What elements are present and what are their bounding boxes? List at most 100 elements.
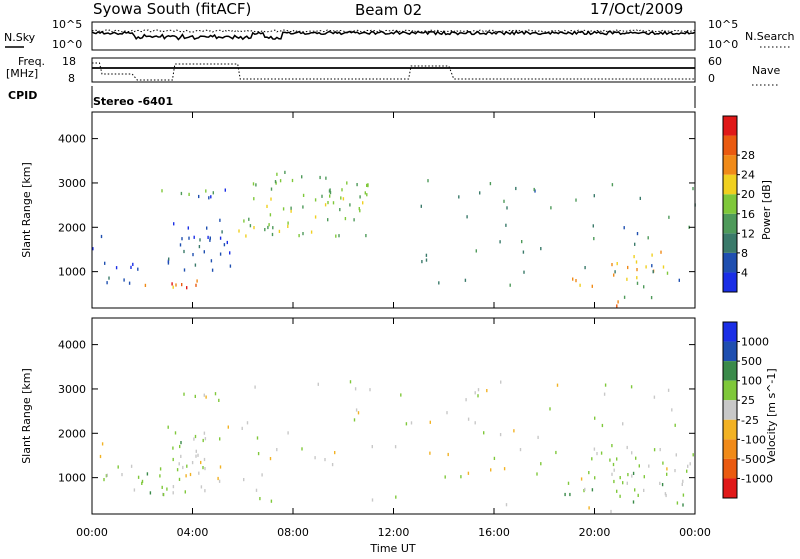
colorbar-swatch	[723, 252, 737, 273]
range-cell	[611, 444, 613, 448]
colorbar-swatch	[723, 213, 737, 234]
range-cell	[591, 457, 593, 461]
range-cell	[332, 201, 335, 205]
range-cell	[464, 278, 467, 282]
range-cell	[209, 236, 211, 240]
range-cell	[639, 196, 641, 200]
range-cell	[268, 223, 270, 227]
range-cell	[613, 479, 615, 484]
range-cell	[255, 183, 257, 187]
range-cell	[692, 453, 694, 457]
range-cell	[604, 383, 607, 387]
range-cell	[591, 488, 594, 492]
range-cell	[168, 257, 170, 261]
range-cell	[141, 479, 144, 483]
range-cell	[394, 445, 397, 449]
range-cell	[653, 448, 656, 452]
range-cell	[243, 219, 245, 223]
power-colorbar-label: Power [dB]	[760, 180, 773, 240]
range-cell	[335, 234, 337, 238]
range-cell	[594, 476, 596, 480]
range-cell	[200, 485, 203, 489]
range-cell	[221, 230, 223, 234]
range-cell	[612, 462, 615, 467]
range-cell	[584, 487, 586, 491]
range-cell	[489, 182, 492, 186]
range-cell	[668, 215, 670, 219]
range-cell	[600, 451, 603, 455]
range-cell	[171, 282, 173, 286]
range-cell	[611, 263, 613, 267]
range-cell	[483, 431, 485, 435]
range-cell	[329, 191, 332, 195]
range-cell	[314, 198, 317, 202]
xaxis-tick-label: 08:00	[277, 526, 309, 539]
range-cell	[666, 467, 668, 471]
range-cell	[678, 278, 680, 282]
range-cell	[619, 476, 621, 480]
range-cell	[540, 462, 542, 466]
range-cell	[181, 237, 183, 241]
range-cell	[643, 285, 645, 289]
range-cell	[652, 270, 654, 274]
range-cell	[224, 188, 226, 192]
range-cell	[369, 388, 371, 392]
range-cell	[175, 283, 177, 287]
range-cell	[167, 261, 170, 265]
range-cell	[671, 408, 673, 412]
range-cell	[610, 509, 612, 514]
range-cell	[187, 226, 189, 230]
range-cell	[198, 194, 200, 199]
range-cell	[287, 224, 289, 228]
range-cell	[446, 411, 448, 415]
range-cell	[191, 461, 194, 465]
range-cell	[159, 467, 162, 471]
range-cell	[271, 232, 274, 237]
range-cell	[682, 503, 684, 507]
range-cell	[594, 416, 596, 420]
range-cell	[161, 189, 163, 193]
range-cell	[166, 487, 168, 491]
velocity-colorbar-label: Velocity [m s^-1]	[765, 368, 778, 463]
range-cell	[243, 478, 245, 482]
range-cell	[310, 230, 313, 234]
range-cell	[650, 296, 653, 300]
nsearch-tick-bottom: 10^0	[708, 38, 738, 51]
range-cell	[199, 238, 201, 242]
range-cell	[623, 295, 626, 299]
range-cell	[537, 435, 539, 439]
velocity-yaxis: 1000 2000 3000 4000	[58, 339, 695, 485]
range-cell	[616, 304, 618, 308]
range-cell	[195, 454, 197, 458]
yaxis-tick-label: 3000	[58, 177, 86, 190]
range-cell	[356, 183, 358, 187]
range-cell	[133, 488, 136, 492]
nave-tick-top: 60	[708, 55, 722, 68]
range-cell	[106, 281, 108, 285]
colorbar-tick-label: 1000	[741, 336, 769, 349]
range-cell	[681, 482, 683, 486]
range-cell	[676, 501, 679, 505]
range-cell	[227, 425, 229, 429]
range-cell	[458, 195, 460, 199]
colorbar-tick-label: 16	[741, 208, 755, 221]
range-cell	[687, 464, 689, 468]
beam-title: Beam 02	[355, 1, 422, 19]
range-cell	[662, 265, 665, 269]
range-cell	[137, 267, 139, 271]
range-cell	[255, 488, 258, 492]
colorbar-tick-label: 8	[741, 247, 748, 260]
range-cell	[651, 264, 653, 268]
range-cell	[123, 278, 125, 282]
range-cell	[367, 183, 369, 187]
nsky-tick-top: 10^5	[52, 18, 82, 31]
range-cell	[141, 481, 143, 485]
range-cell	[212, 191, 214, 195]
range-cell	[218, 479, 221, 483]
range-cell	[647, 236, 649, 240]
range-cell	[619, 494, 621, 498]
nsearch-label: N.Search	[745, 30, 795, 43]
range-cell	[202, 466, 204, 470]
range-cell	[635, 260, 638, 264]
range-cell	[682, 479, 684, 483]
